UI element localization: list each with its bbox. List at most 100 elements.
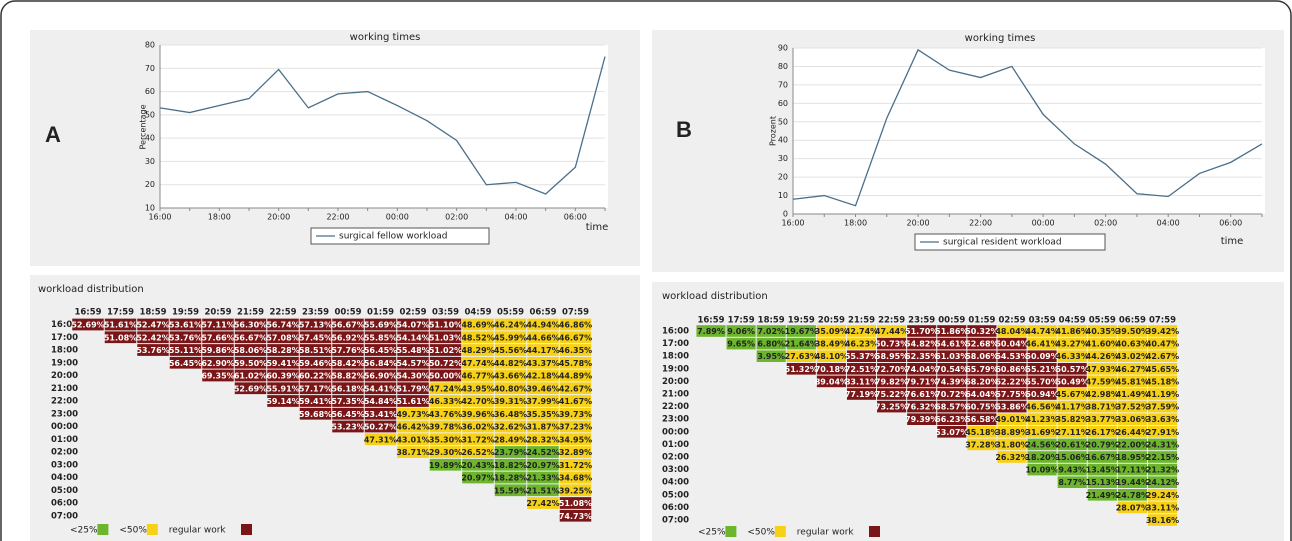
cell-value: 41.17% bbox=[1056, 403, 1089, 412]
cell-bg bbox=[559, 407, 592, 420]
cell-bg bbox=[299, 331, 332, 344]
cell-value: 51.32% bbox=[785, 365, 818, 374]
cell-bg bbox=[1087, 476, 1117, 488]
cell-bg bbox=[997, 400, 1027, 413]
cell-bg bbox=[299, 395, 332, 407]
cell-value: 21.49% bbox=[1086, 491, 1119, 500]
cell-value: 74.39% bbox=[935, 377, 968, 386]
cell-value: 43.76% bbox=[429, 410, 462, 419]
cell-bg bbox=[937, 400, 967, 413]
cell-bg bbox=[137, 344, 169, 356]
cell-bg bbox=[1147, 463, 1178, 476]
cell-value: 45.18% bbox=[965, 428, 998, 437]
column-header: 18:59 bbox=[758, 316, 785, 326]
cell-bg bbox=[559, 497, 592, 509]
cell-bg bbox=[429, 382, 462, 395]
cell-bg bbox=[527, 458, 559, 471]
cell-bg bbox=[559, 369, 592, 382]
cell-bg bbox=[397, 369, 429, 382]
cell-value: 83.11% bbox=[845, 377, 878, 386]
cell-bg bbox=[397, 446, 429, 458]
row-header: 07:00 bbox=[51, 511, 78, 521]
legend-swatch bbox=[146, 524, 158, 535]
cell-bg bbox=[332, 369, 364, 382]
cell-value: 60.22% bbox=[299, 372, 332, 381]
plot-area bbox=[793, 48, 1265, 214]
cell-bg bbox=[1147, 476, 1178, 488]
x-tick-label: 18:00 bbox=[844, 219, 867, 228]
cell-bg bbox=[559, 356, 592, 369]
cell-value: 33.06% bbox=[1116, 415, 1149, 424]
cell-value: 50.09% bbox=[1025, 352, 1058, 361]
row-header: 04:00 bbox=[662, 478, 689, 488]
cell-value: 31.80% bbox=[995, 440, 1028, 449]
cell-bg bbox=[332, 356, 364, 369]
cell-value: 35.30% bbox=[429, 435, 462, 444]
cell-value: 59.41% bbox=[299, 397, 332, 406]
cell-bg bbox=[1087, 413, 1117, 425]
cell-value: 45.56% bbox=[494, 346, 527, 355]
cell-value: 39.73% bbox=[559, 410, 592, 419]
cell-bg bbox=[907, 325, 937, 337]
cell-bg bbox=[1027, 463, 1057, 476]
row-header: 21:00 bbox=[662, 390, 689, 400]
cell-value: 55.11% bbox=[169, 346, 202, 355]
cell-bg bbox=[429, 331, 462, 344]
cell-value: 46.56% bbox=[1025, 403, 1058, 412]
cell-bg bbox=[786, 337, 816, 350]
column-header: 23:59 bbox=[302, 308, 329, 318]
cell-value: 61.02% bbox=[234, 372, 267, 381]
row-header: 20:00 bbox=[662, 377, 689, 387]
cell-value: 56.18% bbox=[331, 384, 364, 393]
legend-label: surgical resident workload bbox=[943, 238, 1062, 248]
cell-bg bbox=[756, 337, 786, 350]
cell-bg bbox=[462, 344, 494, 356]
cell-value: 26.44% bbox=[1116, 428, 1149, 437]
cell-value: 44.74% bbox=[1025, 327, 1058, 336]
cell-value: 51.70% bbox=[905, 327, 938, 336]
cell-bg bbox=[1057, 400, 1087, 413]
cell-value: 59.68% bbox=[299, 410, 332, 419]
cell-value: 50.73% bbox=[875, 340, 908, 349]
cell-value: 6.80% bbox=[757, 340, 785, 349]
cell-bg bbox=[1057, 325, 1087, 337]
cell-bg bbox=[1057, 337, 1087, 350]
row-header: 20:00 bbox=[51, 371, 78, 381]
cell-bg bbox=[462, 420, 494, 433]
cell-bg bbox=[332, 331, 364, 344]
cell-value: 37.99% bbox=[526, 397, 559, 406]
cell-bg bbox=[559, 471, 592, 484]
cell-value: 41.49% bbox=[1116, 390, 1149, 399]
cell-bg bbox=[299, 318, 332, 331]
cell-bg bbox=[1027, 426, 1057, 438]
cell-value: 50.04% bbox=[995, 340, 1028, 349]
cell-bg bbox=[1087, 451, 1117, 463]
cell-bg bbox=[1087, 325, 1117, 337]
cell-bg bbox=[494, 382, 527, 395]
cell-bg bbox=[397, 395, 429, 407]
cell-value: 38.71% bbox=[396, 448, 429, 457]
cell-bg bbox=[1117, 337, 1147, 350]
cell-bg bbox=[1087, 388, 1117, 400]
cell-value: 34.95% bbox=[559, 435, 592, 444]
cell-value: 7.02% bbox=[757, 327, 785, 336]
column-header: 17:59 bbox=[107, 308, 134, 318]
cell-bg bbox=[429, 395, 462, 407]
cell-bg bbox=[494, 407, 527, 420]
cell-bg bbox=[1117, 463, 1147, 476]
cell-bg bbox=[559, 318, 592, 331]
cell-value: 32.62% bbox=[494, 423, 527, 432]
cell-value: 57.35% bbox=[331, 397, 364, 406]
cell-bg bbox=[364, 407, 397, 420]
cell-value: 61.03% bbox=[935, 352, 968, 361]
cell-bg bbox=[846, 350, 877, 362]
cell-bg bbox=[997, 451, 1027, 463]
cell-bg bbox=[527, 471, 559, 484]
cell-bg bbox=[429, 433, 462, 446]
cell-bg bbox=[267, 369, 299, 382]
cell-value: 38.49% bbox=[815, 340, 848, 349]
cell-bg bbox=[234, 369, 267, 382]
cell-bg bbox=[1087, 375, 1117, 388]
cell-value: 9.65% bbox=[727, 340, 755, 349]
cell-value: 76.32% bbox=[905, 403, 938, 412]
